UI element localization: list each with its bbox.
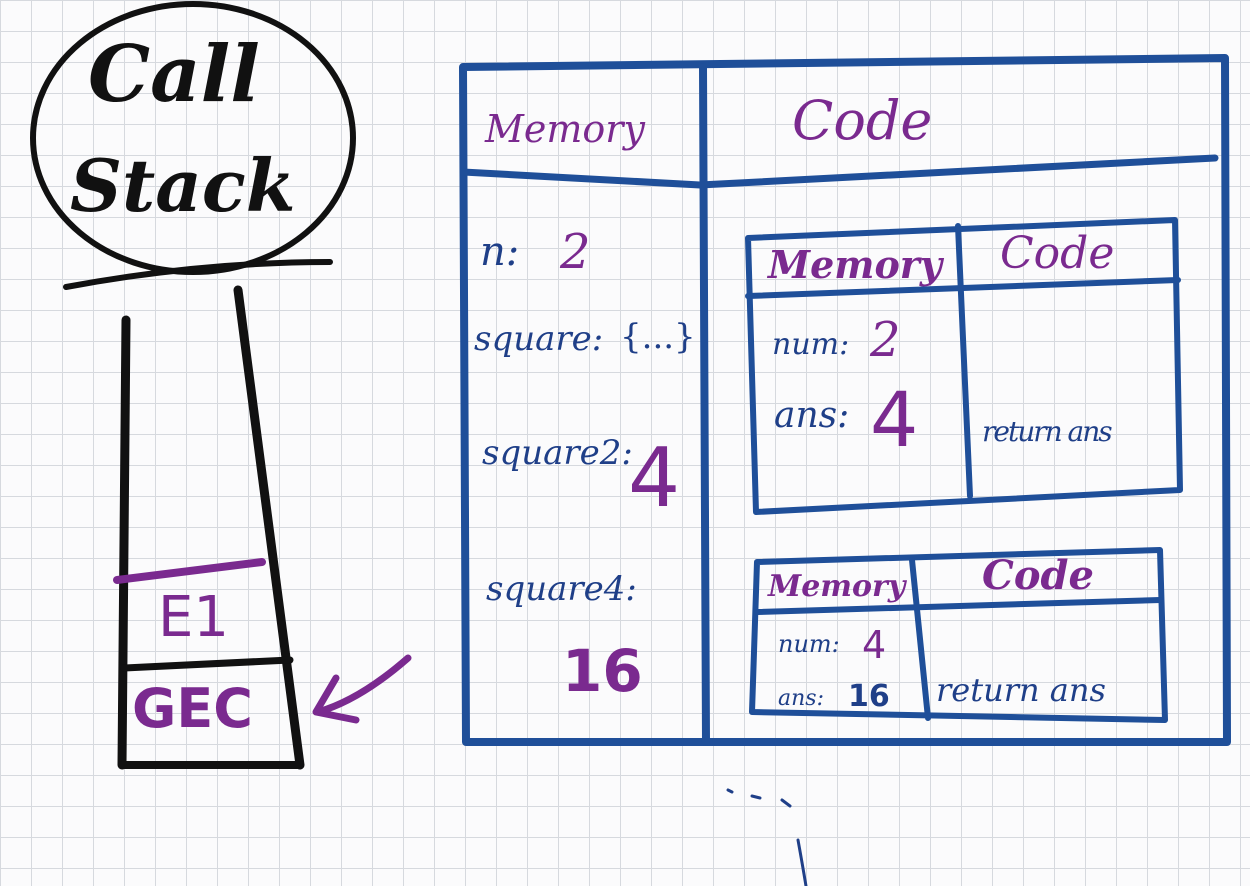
ec-square4-ans-label: ans: bbox=[778, 686, 824, 711]
ec-square4-code-line: return ans bbox=[936, 671, 1106, 709]
gec-header-divider bbox=[459, 154, 1219, 189]
gec-memory-square2-value: 4 bbox=[628, 431, 681, 526]
ec-square4-ans-value: 16 bbox=[848, 679, 890, 714]
stack-divider-gec bbox=[120, 656, 294, 672]
call-stack-title-line2: Stack bbox=[70, 143, 296, 228]
gec-memory-header: Memory bbox=[485, 107, 645, 151]
ec-square4-header-divider bbox=[754, 597, 1163, 615]
arrow-shaft bbox=[314, 654, 412, 716]
gec-memory-square-label: square: bbox=[474, 319, 604, 359]
ec-square2-num-value: 2 bbox=[870, 312, 901, 368]
stack-left-wall bbox=[117, 315, 131, 770]
stack-frame-e1: E1 bbox=[158, 585, 230, 650]
gec-memory-n-label: n: bbox=[480, 229, 520, 275]
ec-square2-code-header: Code bbox=[1000, 228, 1115, 279]
call-stack-title-line1: Call bbox=[88, 29, 260, 120]
ec-square4-num-value: 4 bbox=[862, 623, 887, 667]
ec-square4-box bbox=[749, 547, 1168, 723]
ec-square2-ans-value: 4 bbox=[870, 375, 919, 464]
ec-square4-num-label: num: bbox=[778, 630, 840, 658]
gec-memory-n-value: 2 bbox=[560, 224, 591, 280]
stray-line bbox=[796, 838, 808, 886]
ec-square2-box bbox=[745, 217, 1183, 515]
ec-square4-code-header: Code bbox=[982, 552, 1094, 599]
gec-column-divider bbox=[699, 63, 710, 746]
ec-square2-ans-label: ans: bbox=[774, 395, 850, 436]
stray-dashes bbox=[726, 788, 792, 808]
gec-memory-square-value: {...} bbox=[620, 317, 696, 357]
stack-divider-e1 bbox=[113, 558, 266, 584]
gec-memory-square4-value: 16 bbox=[562, 637, 643, 705]
stack-right-wall bbox=[233, 285, 305, 770]
gec-memory-square4-label: square4: bbox=[486, 569, 637, 609]
ec-square4-memory-header: Memory bbox=[768, 569, 906, 604]
arrow-head bbox=[312, 674, 360, 724]
ec-square2-memory-header: Memory bbox=[768, 242, 942, 287]
ec-square2-column-divider bbox=[955, 223, 973, 499]
gec-memory-square2-label: square2: bbox=[482, 433, 633, 473]
ec-square4-column-divider bbox=[909, 557, 931, 721]
gec-outer-box bbox=[459, 54, 1231, 746]
ec-square2-num-label: num: bbox=[772, 327, 850, 362]
call-stack-underline bbox=[63, 259, 333, 290]
call-stack-title-circle bbox=[30, 1, 356, 275]
ec-square2-code-line: return ans bbox=[982, 415, 1113, 448]
stack-frame-gec: GEC bbox=[132, 677, 253, 740]
gec-code-header: Code bbox=[792, 89, 933, 152]
